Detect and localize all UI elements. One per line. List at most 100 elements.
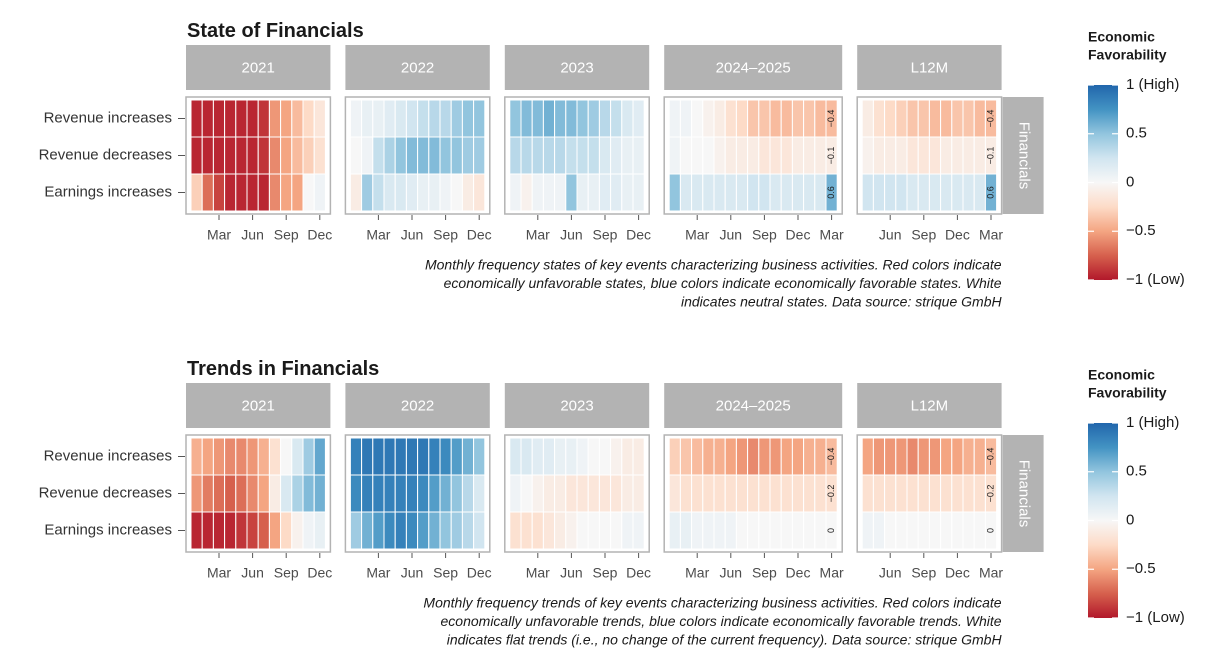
tile [428, 136, 441, 175]
x-tick-label: Jun [241, 227, 264, 243]
tile [724, 136, 737, 175]
tile [691, 99, 704, 138]
tile [872, 99, 886, 138]
tile [212, 136, 226, 175]
x-tick-label: Sep [433, 565, 458, 581]
tile [973, 474, 986, 513]
tile [803, 511, 816, 550]
tile [587, 136, 600, 175]
tile [405, 474, 419, 513]
x-tick-label: Dec [307, 227, 332, 243]
tile [973, 99, 986, 138]
tile [906, 136, 919, 175]
tile [940, 136, 953, 175]
tile [542, 474, 556, 513]
tile [565, 173, 578, 212]
tile [268, 99, 282, 138]
tile [224, 437, 237, 476]
tile [394, 474, 407, 513]
tile [461, 173, 475, 212]
tile [509, 173, 522, 212]
tile [268, 511, 282, 550]
tile [212, 437, 226, 476]
legend-label: −0.5 [1126, 560, 1156, 577]
tile [814, 173, 827, 212]
tile [428, 511, 441, 550]
tile [554, 474, 567, 513]
tile [962, 474, 975, 513]
x-tick-label: Jun [401, 227, 424, 243]
tile [461, 437, 475, 476]
tile [769, 437, 782, 476]
tile [372, 99, 385, 138]
tile [973, 136, 986, 175]
tile [257, 99, 270, 138]
caption: indicates neutral states. Data source: s… [681, 294, 1002, 310]
tile [769, 474, 782, 513]
tile [758, 437, 771, 476]
tile [383, 511, 396, 550]
tile [917, 474, 930, 513]
tile [861, 99, 874, 138]
tile [713, 474, 726, 513]
x-tick-label: Mar [207, 565, 231, 581]
tile [520, 136, 533, 175]
tile [520, 99, 533, 138]
strip-label: 2021 [242, 397, 275, 414]
tile [302, 136, 315, 175]
value-label: −0.1 [826, 147, 836, 165]
tile [268, 136, 282, 175]
tile [439, 99, 452, 138]
legend-title: Economic [1088, 367, 1155, 383]
tile [895, 437, 908, 476]
tile [872, 173, 886, 212]
value-label: 0 [826, 528, 836, 533]
tile [405, 511, 419, 550]
strip [186, 383, 331, 428]
tile [780, 474, 793, 513]
tile [212, 474, 226, 513]
tile [791, 173, 805, 212]
tile [940, 99, 953, 138]
tile [394, 437, 407, 476]
tile [621, 474, 634, 513]
value-label: −0.1 [985, 147, 995, 165]
tile [803, 99, 816, 138]
tile [313, 437, 326, 476]
tile [417, 136, 430, 175]
tile [906, 99, 919, 138]
tile [439, 437, 452, 476]
tile [313, 474, 326, 513]
chart-title: State of Financials [187, 20, 364, 42]
tile [201, 99, 214, 138]
tile [450, 511, 463, 550]
tile [576, 474, 589, 513]
tile [302, 173, 315, 212]
x-tick-label: Dec [626, 227, 651, 243]
tile [450, 474, 463, 513]
tile [349, 511, 363, 550]
tile [531, 173, 544, 212]
tile [201, 437, 214, 476]
tile [951, 474, 964, 513]
x-tick-label: Sep [752, 227, 777, 243]
x-tick-label: Jun [720, 227, 743, 243]
tile [450, 437, 463, 476]
tile [473, 136, 486, 175]
tile [940, 511, 953, 550]
strip-label: 2023 [560, 397, 593, 414]
tile [884, 136, 897, 175]
x-tick-label: Dec [945, 227, 970, 243]
caption: economically unfavorable trends, blue co… [441, 613, 1002, 629]
tile [610, 474, 623, 513]
strip-label: 2023 [560, 59, 593, 76]
tile [928, 99, 942, 138]
x-tick-label: Jun [401, 565, 424, 581]
value-label: 0.6 [826, 186, 836, 199]
tile [758, 511, 771, 550]
tile [302, 437, 315, 476]
tile [895, 99, 908, 138]
tile [973, 173, 986, 212]
strip [857, 383, 1002, 428]
legend-title: Economic [1088, 29, 1155, 45]
